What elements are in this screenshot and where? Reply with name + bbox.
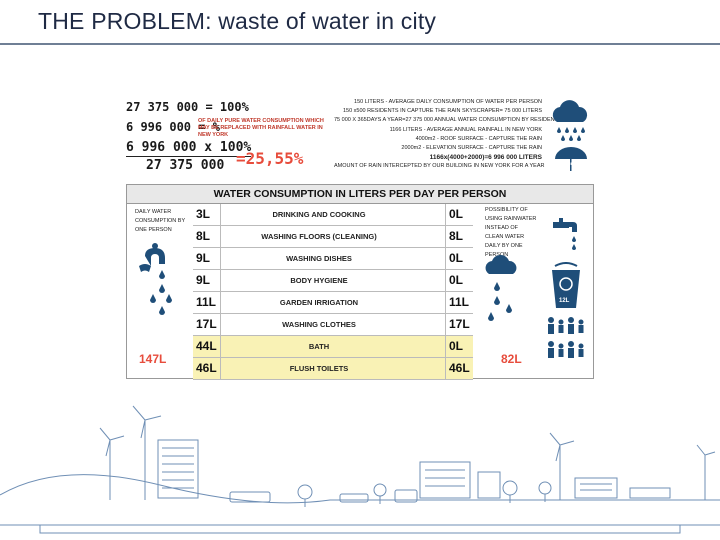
daily-liters: 8L <box>193 226 221 247</box>
consumption-table: WATER CONSUMPTION IN LITERS PER DAY PER … <box>126 184 594 380</box>
rainwater-liters: 0L <box>445 248 477 269</box>
calc-line-part: 6 996 000 = % <box>126 120 220 134</box>
fact-line: 2000m2 - ELEVATION SURFACE - CAPTURE THE… <box>401 145 542 152</box>
daily-liters: 17L <box>193 314 221 335</box>
calc-line-total: 27 375 000 = 100% <box>126 100 249 114</box>
slide-title: THE PROBLEM: waste of water in city <box>38 8 437 34</box>
rainwater-liters: 0L <box>445 336 477 357</box>
activity-label: WASHING DISHES <box>286 254 352 263</box>
umbrella-label: CAPTURE THE RAIN <box>556 162 591 166</box>
activity-label: BODY HYGIENE <box>290 276 348 285</box>
table-row: 9L WASHING DISHES 0L <box>193 248 473 270</box>
right-column: POSSIBILITY OF USING RAINWATER INSTEAD O… <box>473 204 593 377</box>
table-row-highlighted: 46L FLUSH TOILETS 46L <box>193 358 473 380</box>
facts-list: 150 LITERS - AVERAGE DAILY CONSUMPTION O… <box>334 98 562 172</box>
table-row: 17L WASHING CLOTHES 17L <box>193 314 473 336</box>
calc-denominator: 27 375 000 <box>146 158 225 173</box>
activity-label: DRINKING AND COOKING <box>272 210 366 219</box>
left-total: 147L <box>139 352 167 366</box>
daily-liters: 46L <box>193 358 221 379</box>
tap-icon <box>553 218 577 250</box>
fact-line: 75 000 X 365DAYS A YEAR=27 375 000 ANNUA… <box>334 117 562 124</box>
daily-liters: 11L <box>193 292 221 313</box>
rainwater-liters: 17L <box>445 314 477 335</box>
daily-liters: 3L <box>193 204 221 225</box>
daily-liters: 9L <box>193 248 221 269</box>
activity-label: FLUSH TOILETS <box>289 364 349 373</box>
right-description: POSSIBILITY OF USING RAINWATER INSTEAD O… <box>485 207 537 258</box>
rainwater-liters: 8L <box>445 226 477 247</box>
table-title: WATER CONSUMPTION IN LITERS PER DAY PER … <box>127 185 593 204</box>
fact-line: 150 LITERS - AVERAGE DAILY CONSUMPTION O… <box>354 99 542 105</box>
left-column: DAILY WATER CONSUMPTION BY ONE PERSON 14… <box>127 204 193 377</box>
activity-label: WASHING FLOORS (CLEANING) <box>261 232 377 241</box>
fact-line: 150 x500 RESIDENTS IN CAPTURE THE RAIN S… <box>342 108 542 115</box>
activity-label: GARDEN IRRIGATION <box>279 298 359 307</box>
table-row: 11L GARDEN IRRIGATION 11L <box>193 292 473 314</box>
daily-liters: 9L <box>193 270 221 291</box>
daily-liters: 44L <box>193 336 221 357</box>
title-divider <box>0 43 720 45</box>
table-row: 8L WASHING FLOORS (CLEANING) 8L <box>193 226 473 248</box>
fact-line: AMOUNT OF RAIN INTERCEPTED BY OUR BUILDI… <box>334 163 545 170</box>
rain-cloud-icon <box>552 100 588 141</box>
calc-result: =25,55% <box>236 149 304 168</box>
activity-label: BATH <box>308 342 330 351</box>
family-icon <box>548 317 584 358</box>
rainwater-liters: 46L <box>445 358 477 379</box>
rain-cloud-small-icon <box>485 254 517 321</box>
calc-numerator: 6 996 000 x 100% <box>126 140 252 157</box>
rainwater-liters: 11L <box>445 292 477 313</box>
fact-line: 4000m2 - ROOF SURFACE - CAPTURE THE RAIN <box>415 135 542 142</box>
table-row: 3L DRINKING AND COOKING 0L <box>193 204 473 226</box>
city-skyline-illustration <box>0 405 720 534</box>
calc-note: OF DAILY PURE WATER CONSUMPTION WHICH MA… <box>198 118 324 138</box>
right-total: 82L <box>501 352 522 366</box>
left-description: DAILY WATER CONSUMPTION BY ONE PERSON <box>135 209 186 233</box>
rainwater-liters: 0L <box>445 204 477 225</box>
rainwater-liters: 0L <box>445 270 477 291</box>
activity-label: WASHING CLOTHES <box>282 320 356 329</box>
fact-line: 1166x(4000+2000)=6 996 000 LITERS <box>429 154 542 162</box>
table-row: 9L BODY HYGIENE 0L <box>193 270 473 292</box>
fact-line: 1166 LITERS - AVERAGE ANNUAL RAINFALL IN… <box>389 126 542 133</box>
umbrella-icon: CAPTURE THE RAIN <box>554 146 591 179</box>
bucket-label: 12L <box>559 298 570 304</box>
faucet-icon <box>139 243 172 315</box>
infographic: 27 375 000 = 100% 6 996 000 = % OF DAILY… <box>124 96 594 380</box>
consumption-rows: 3L DRINKING AND COOKING 0L 8L WASHING FL… <box>193 204 473 380</box>
table-row-highlighted: 44L BATH 0L <box>193 336 473 358</box>
bucket-icon <box>552 262 580 308</box>
